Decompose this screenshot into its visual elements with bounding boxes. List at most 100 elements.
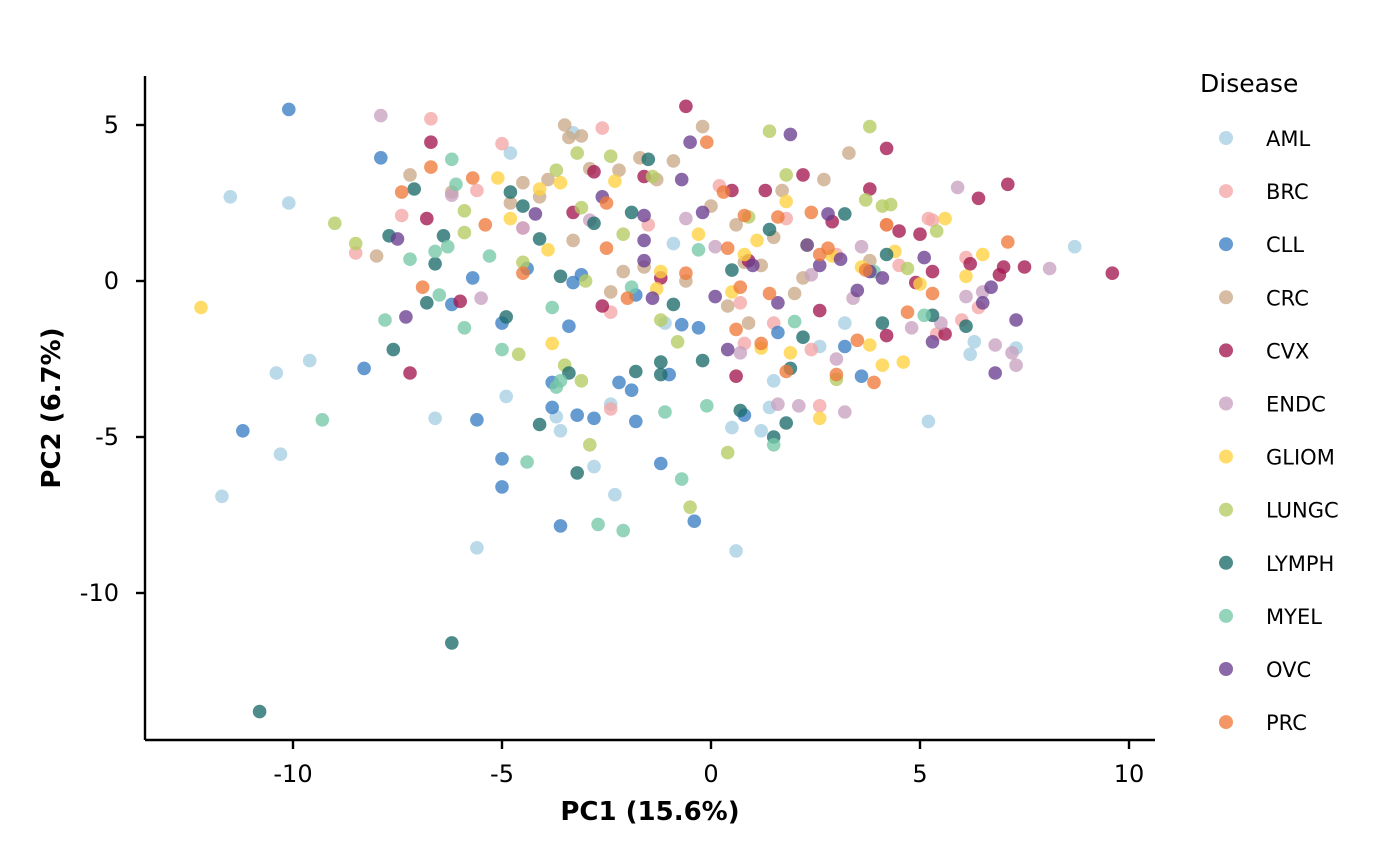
legend-label-aml: AML: [1266, 127, 1310, 151]
data-point-endc: [950, 180, 965, 195]
data-point-aml: [302, 353, 317, 368]
data-point-endc: [733, 346, 748, 360]
data-point-cvx: [796, 168, 810, 182]
data-point-prc: [465, 171, 480, 185]
data-point-aml: [503, 146, 518, 160]
data-point-lungc: [900, 261, 915, 276]
data-point-crc: [562, 130, 576, 145]
legend-marker-cll: [1219, 237, 1233, 252]
data-point-myel: [428, 244, 442, 259]
data-point-prc: [925, 286, 940, 301]
data-point-endc: [374, 108, 388, 123]
data-point-ovc: [683, 135, 697, 149]
data-point-aml: [766, 374, 781, 388]
data-point-prc: [516, 266, 530, 281]
data-point-prc: [424, 160, 438, 174]
data-point-brc: [603, 402, 618, 416]
data-point-cll: [495, 480, 509, 494]
data-point-lymph: [796, 330, 810, 345]
data-point-lymph: [838, 207, 852, 221]
data-point-cvx: [1001, 177, 1015, 192]
x-tick-label: 5: [912, 760, 927, 788]
axis-ticks: -10 -5 0 5 10 -10 -5 0 5: [80, 111, 1144, 788]
data-point-prc: [700, 135, 714, 149]
legend: AML BRC CLL CRC CVX ENDC GLIOM LUNGC LYMPH MYEL OV…: [1219, 127, 1339, 735]
data-point-prc: [620, 291, 635, 306]
legend-label-brc: BRC: [1266, 180, 1309, 204]
data-point-aml: [967, 335, 982, 349]
data-point-endc: [1005, 346, 1019, 360]
data-point-myel: [553, 374, 568, 388]
data-point-cvx: [403, 366, 417, 380]
data-point-myel: [449, 177, 463, 192]
data-point-lungc: [549, 163, 564, 177]
legend-marker-cvx: [1219, 343, 1233, 358]
data-point-lungc: [863, 119, 877, 134]
data-point-gliom: [532, 182, 547, 196]
data-point-myel: [440, 239, 455, 254]
data-point-myel: [658, 405, 672, 419]
data-point-myel: [766, 438, 781, 452]
data-point-lungc: [516, 255, 530, 270]
data-point-lungc: [779, 168, 793, 182]
data-point-brc: [595, 121, 610, 135]
data-point-cll: [629, 414, 643, 429]
data-point-gliom: [503, 211, 518, 226]
data-point-lungc: [883, 197, 898, 212]
data-point-lymph: [499, 310, 513, 324]
data-point-cvx: [971, 191, 986, 206]
data-point-endc: [804, 268, 819, 282]
data-point-myel: [674, 472, 689, 486]
legend-marker-crc: [1219, 290, 1233, 305]
data-point-ovc: [637, 253, 651, 268]
data-point-lymph: [532, 417, 547, 432]
data-point-lymph: [553, 269, 568, 284]
data-point-ovc: [399, 310, 413, 324]
data-point-prc: [754, 336, 768, 351]
data-point-cvx: [453, 294, 468, 309]
y-tick-label: 0: [104, 267, 119, 295]
data-point-cll: [357, 361, 371, 376]
data-point-cll: [771, 325, 785, 340]
data-point-prc: [858, 263, 873, 277]
x-tick-label: 10: [1114, 760, 1145, 788]
data-point-cvx: [863, 182, 877, 196]
data-point-aml: [838, 316, 852, 330]
data-point-crc: [516, 175, 530, 190]
data-point-endc: [771, 397, 785, 412]
data-point-endc: [792, 399, 806, 413]
data-point-lymph: [516, 199, 530, 213]
data-point-lungc: [616, 227, 630, 241]
y-tick-label: -10: [80, 579, 119, 607]
legend-marker-aml: [1219, 131, 1233, 145]
data-point-myel: [520, 455, 534, 469]
legend-label-endc: ENDC: [1266, 393, 1326, 417]
data-point-lymph: [654, 367, 668, 382]
legend-label-ovc: OVC: [1266, 658, 1311, 682]
data-point-gliom: [959, 269, 973, 284]
data-point-cvx: [424, 135, 438, 149]
data-point-cll: [691, 321, 706, 335]
data-point-ovc: [821, 207, 835, 221]
data-point-lungc: [583, 438, 597, 452]
data-point-crc: [403, 168, 417, 182]
data-point-ovc: [917, 250, 931, 265]
data-point-brc: [348, 246, 363, 260]
data-point-ovc: [390, 232, 405, 246]
data-point-cll: [374, 151, 388, 165]
x-axis-title: PC1 (15.6%): [560, 797, 739, 827]
data-point-cvx: [679, 99, 693, 114]
data-point-lungc: [511, 347, 526, 362]
data-point-myel: [787, 314, 802, 329]
data-point-lymph: [445, 636, 459, 650]
data-point-aml: [282, 196, 296, 210]
data-point-crc: [369, 249, 384, 263]
data-point-endc: [516, 221, 530, 235]
data-point-aml: [754, 424, 768, 438]
y-tick-label: -5: [95, 423, 119, 451]
data-point-crc: [616, 264, 630, 279]
data-point-lymph: [624, 205, 639, 220]
data-point-aml: [725, 420, 739, 435]
data-point-gliom: [938, 211, 952, 226]
data-point-prc: [733, 280, 748, 295]
